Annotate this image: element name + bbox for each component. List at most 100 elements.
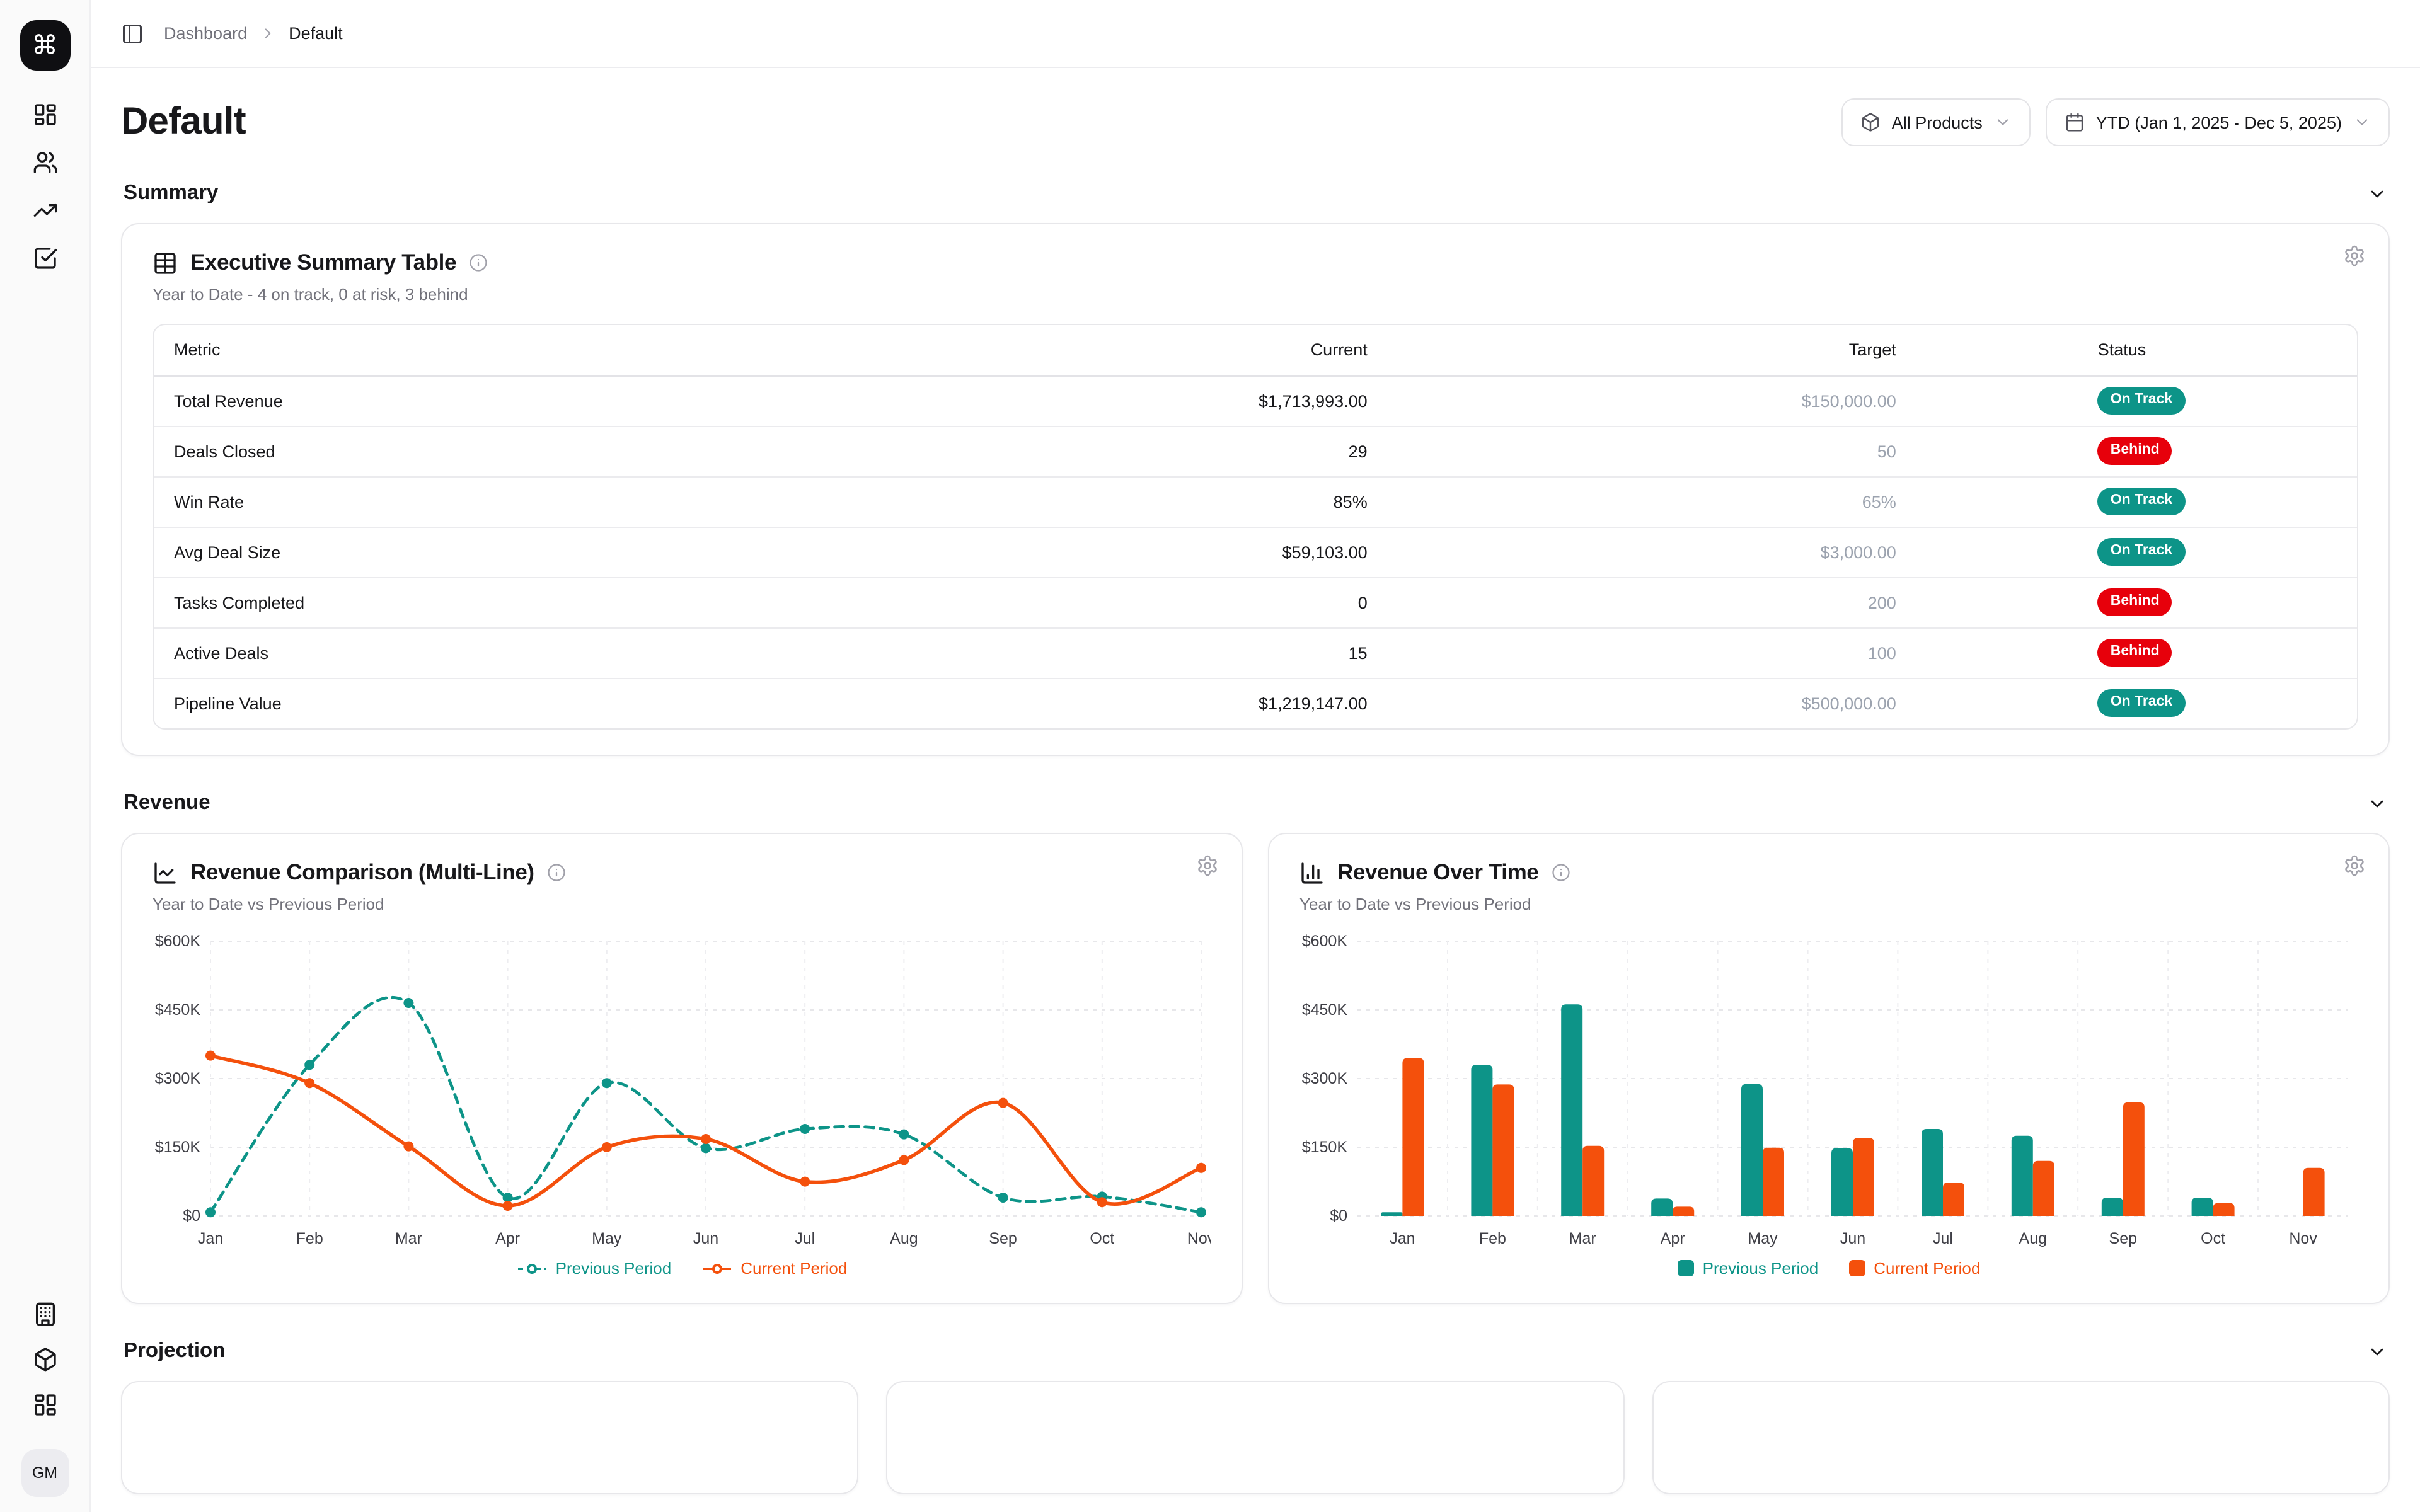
projection-collapse-button[interactable] [2367, 1341, 2387, 1361]
current-cell: 15 [1348, 643, 1368, 662]
sidebar-item-dashboards[interactable] [26, 96, 64, 134]
summary-section-header: Summary [124, 181, 2387, 205]
svg-text:Oct: Oct [2201, 1230, 2225, 1247]
panel-left-icon [123, 24, 142, 43]
breadcrumb-dashboard-link[interactable]: Dashboard [164, 24, 248, 43]
svg-text:May: May [1748, 1230, 1778, 1247]
svg-text:May: May [592, 1230, 622, 1247]
user-avatar[interactable]: GM [21, 1449, 69, 1497]
package-icon [34, 1348, 55, 1372]
package-icon [1862, 113, 1879, 132]
svg-text:Jul: Jul [1933, 1230, 1953, 1247]
date-filter-label: YTD (Jan 1, 2025 - Dec 5, 2025) [2095, 113, 2342, 132]
metric-cell: Win Rate [174, 492, 245, 511]
projection-cards-row [121, 1381, 2390, 1494]
svg-text:Apr: Apr [495, 1230, 520, 1247]
gear-icon [1198, 855, 1217, 876]
status-cell: Behind [1916, 577, 2357, 627]
status-badge: Behind [2097, 437, 2172, 465]
chevron-down-icon [1997, 119, 2008, 125]
sidebar-item-products[interactable] [26, 1341, 64, 1378]
projection-card-2 [886, 1381, 1625, 1494]
svg-text:$150K: $150K [1302, 1138, 1348, 1156]
summary-collapse-button[interactable] [2367, 183, 2387, 203]
metric-cell: Tasks Completed [174, 593, 305, 612]
product-filter-label: All Products [1891, 113, 1983, 132]
users-icon [33, 152, 57, 173]
info-icon [548, 864, 565, 881]
gear-icon [2345, 855, 2364, 876]
card-title: Revenue Comparison (Multi-Line) [190, 859, 534, 885]
current-cell: $1,219,147.00 [1259, 694, 1368, 713]
breadcrumb-current: Default [289, 24, 343, 43]
revenue-over-time-card: Revenue Over Time Year to Date vs Previo… [1268, 833, 2390, 1304]
target-cell: 100 [1867, 643, 1896, 662]
svg-text:$450K: $450K [155, 1001, 201, 1019]
status-badge: On Track [2097, 387, 2186, 415]
table-row: Deals Closed 29 50 Behind [154, 426, 2357, 476]
sidebar-item-tasks[interactable] [26, 239, 64, 277]
sidebar-item-companies[interactable] [26, 1295, 64, 1333]
card-settings-button[interactable] [1196, 854, 1219, 877]
section-title-summary: Summary [124, 181, 219, 204]
sidebar-item-contacts[interactable] [26, 144, 64, 181]
metric-cell: Pipeline Value [174, 694, 282, 713]
table-row: Pipeline Value $1,219,147.00 $500,000.00… [154, 678, 2357, 728]
col-status: Status [2097, 340, 2146, 360]
legend-swatch [1677, 1260, 1694, 1276]
breadcrumb: Dashboard Default [164, 24, 343, 43]
info-button[interactable] [469, 253, 488, 272]
target-cell: $150,000.00 [1801, 391, 1896, 410]
table-row: Tasks Completed 0 200 Behind [154, 577, 2357, 627]
card-subtitle: Year to Date vs Previous Period [1299, 895, 1531, 914]
chevron-down-icon [2356, 119, 2368, 125]
card-header: Revenue Over Time [1299, 859, 2358, 886]
table-row: Total Revenue $1,713,993.00 $150,000.00 … [154, 375, 2357, 426]
svg-text:Feb: Feb [296, 1230, 323, 1247]
status-cell: On Track [1916, 375, 2357, 426]
status-cell: On Track [1916, 476, 2357, 527]
svg-text:$600K: $600K [1302, 932, 1348, 950]
info-icon [1552, 864, 1570, 881]
card-settings-button[interactable] [2343, 854, 2366, 877]
legend-item: Previous Period [517, 1259, 671, 1278]
col-metric: Metric [174, 340, 221, 360]
page-head: Default All Products [121, 98, 2390, 146]
status-cell: On Track [1916, 678, 2357, 728]
info-icon [470, 254, 487, 272]
svg-text:$150K: $150K [155, 1138, 201, 1156]
info-button[interactable] [547, 863, 566, 882]
svg-text:Jan: Jan [198, 1230, 223, 1247]
svg-text:Jul: Jul [795, 1230, 815, 1247]
metric-cell: Deals Closed [174, 442, 275, 461]
chevron-down-icon [2371, 1348, 2383, 1355]
check-square-icon [34, 248, 57, 269]
date-range-filter-button[interactable]: YTD (Jan 1, 2025 - Dec 5, 2025) [2045, 98, 2390, 146]
svg-text:Mar: Mar [395, 1230, 422, 1247]
app-logo[interactable]: ⌘ [20, 20, 70, 71]
revenue-comparison-card: Revenue Comparison (Multi-Line) Year to … [121, 833, 1243, 1304]
svg-text:$300K: $300K [1302, 1070, 1348, 1087]
table-icon [154, 252, 176, 273]
metric-cell: Avg Deal Size [174, 542, 281, 561]
sidebar-nav [26, 96, 64, 277]
target-cell: 50 [1877, 442, 1896, 461]
svg-text:$450K: $450K [1302, 1001, 1348, 1019]
sidebar-item-deals[interactable] [26, 192, 64, 229]
svg-text:Jun: Jun [693, 1230, 718, 1247]
summary-table: Metric Current Target Status Total Reven… [153, 324, 2358, 730]
svg-text:$300K: $300K [155, 1070, 201, 1087]
table-row: Avg Deal Size $59,103.00 $3,000.00 On Tr… [154, 527, 2357, 577]
sidebar-item-apps[interactable] [26, 1386, 64, 1424]
table-header-row: Metric Current Target Status [154, 325, 2357, 375]
sidebar-toggle-button[interactable] [121, 22, 144, 45]
table-row: Win Rate 85% 65% On Track [154, 476, 2357, 527]
layout-grid-icon [34, 1394, 55, 1416]
revenue-collapse-button[interactable] [2367, 793, 2387, 813]
info-button[interactable] [1551, 863, 1570, 882]
metric-cell: Total Revenue [174, 391, 283, 410]
product-filter-button[interactable]: All Products [1841, 98, 2031, 146]
projection-card-1 [121, 1381, 859, 1494]
card-settings-button[interactable] [2343, 244, 2366, 267]
svg-text:Mar: Mar [1569, 1230, 1596, 1247]
